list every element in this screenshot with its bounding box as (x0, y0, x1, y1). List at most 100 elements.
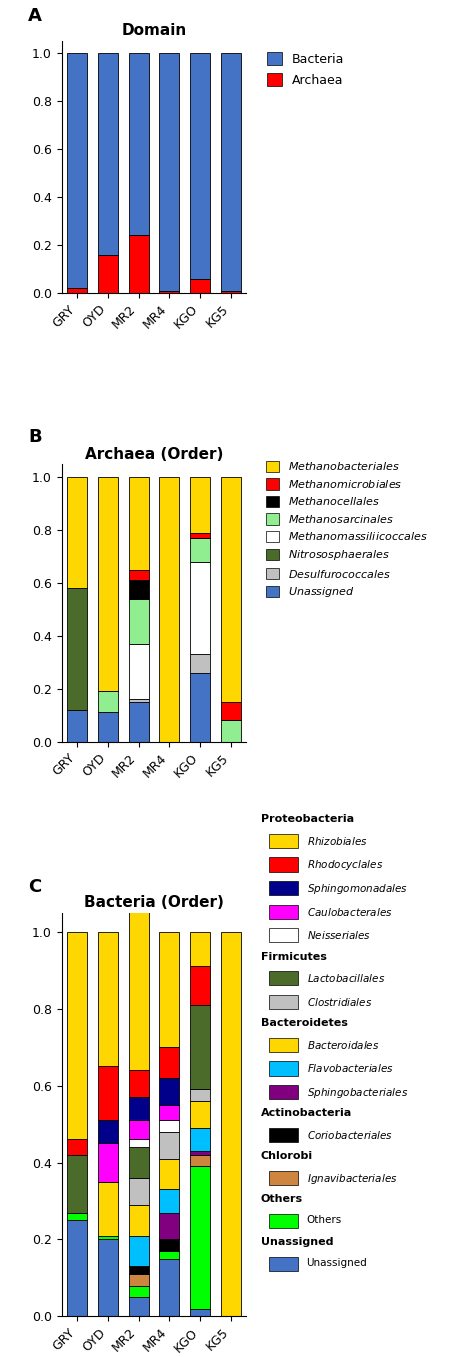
Text: Bacteroidetes: Bacteroidetes (261, 1018, 347, 1029)
Title: Archaea (Order): Archaea (Order) (85, 446, 223, 461)
Bar (159, 290, 180, 293)
Bar (128, 478, 149, 570)
Text: $\it{Caulobacterales}$: $\it{Caulobacterales}$ (307, 905, 392, 917)
Text: Others: Others (307, 1215, 342, 1225)
Text: Firmicutes: Firmicutes (261, 951, 327, 962)
Bar (128, 702, 149, 741)
Bar (221, 702, 241, 721)
Text: Others: Others (261, 1194, 303, 1205)
Bar (67, 53, 87, 288)
Bar (190, 966, 210, 1006)
Bar (190, 1167, 210, 1308)
Bar (67, 478, 87, 589)
Bar (128, 598, 149, 643)
Bar (128, 1071, 149, 1098)
Bar (159, 1132, 180, 1159)
Text: $\it{Coriobacteriales}$: $\it{Coriobacteriales}$ (307, 1129, 393, 1141)
Text: $\it{Sphingomonadales}$: $\it{Sphingomonadales}$ (307, 882, 408, 896)
Title: Domain: Domain (121, 23, 187, 38)
Bar (269, 858, 298, 871)
Bar (190, 1151, 210, 1155)
Bar (128, 1285, 149, 1297)
Bar (128, 1297, 149, 1316)
Bar (159, 1077, 180, 1105)
Bar (190, 1308, 210, 1316)
Bar (190, 654, 210, 673)
Bar (67, 1140, 87, 1155)
Bar (159, 1251, 180, 1259)
Text: Unassigned: Unassigned (307, 1258, 367, 1267)
Bar (128, 1147, 149, 1178)
Bar (159, 1105, 180, 1121)
Text: $\it{Flavobacteriales}$: $\it{Flavobacteriales}$ (307, 1063, 393, 1075)
Text: $\it{Rhodocyclales}$: $\it{Rhodocyclales}$ (307, 859, 383, 873)
Bar (67, 1220, 87, 1316)
Text: $\it{Neisseriales}$: $\it{Neisseriales}$ (307, 930, 371, 942)
Bar (98, 53, 118, 255)
Bar (159, 478, 180, 741)
Bar (269, 1038, 298, 1052)
Bar (269, 1215, 298, 1228)
Bar (221, 53, 241, 290)
Bar (159, 1159, 180, 1190)
Bar (269, 881, 298, 896)
Bar (128, 1274, 149, 1285)
Bar (269, 1128, 298, 1143)
Bar (221, 290, 241, 293)
Bar (67, 710, 87, 741)
Bar (128, 1121, 149, 1140)
Bar (128, 1266, 149, 1274)
Bar (128, 581, 149, 598)
Legend: Bacteria, Archaea: Bacteria, Archaea (262, 47, 349, 92)
Bar (269, 928, 298, 942)
Bar (190, 539, 210, 562)
Bar (98, 1239, 118, 1316)
Bar (67, 932, 87, 1140)
Text: Actinobacteria: Actinobacteria (261, 1109, 352, 1118)
Bar (98, 932, 118, 1067)
Text: $\it{Ignavibacteriales}$: $\it{Ignavibacteriales}$ (307, 1172, 397, 1186)
Bar (190, 562, 210, 654)
Bar (128, 53, 149, 235)
Bar (269, 1084, 298, 1099)
Bar (190, 1101, 210, 1128)
Text: $\it{Sphingobacteriales}$: $\it{Sphingobacteriales}$ (307, 1086, 408, 1099)
Bar (190, 932, 210, 966)
Text: A: A (28, 7, 42, 24)
Bar (159, 1259, 180, 1316)
Bar (98, 1121, 118, 1144)
Bar (98, 1144, 118, 1182)
Bar (67, 1213, 87, 1220)
Bar (159, 1190, 180, 1213)
Bar (159, 53, 180, 290)
Bar (159, 932, 180, 1048)
Bar (190, 278, 210, 293)
Bar (269, 995, 298, 1010)
Text: $\it{Rhizobiales}$: $\it{Rhizobiales}$ (307, 835, 367, 847)
Bar (190, 1128, 210, 1151)
Title: Bacteria (Order): Bacteria (Order) (84, 896, 224, 911)
Bar (128, 1140, 149, 1147)
Bar (190, 533, 210, 539)
Bar (159, 1121, 180, 1132)
Bar (190, 478, 210, 533)
Text: B: B (28, 427, 42, 446)
Bar (98, 1236, 118, 1239)
Bar (190, 1155, 210, 1167)
Text: Proteobacteria: Proteobacteria (261, 814, 354, 824)
Text: C: C (28, 878, 42, 897)
Text: $\it{Lactobacillales}$: $\it{Lactobacillales}$ (307, 972, 385, 984)
Bar (190, 673, 210, 741)
Bar (128, 893, 149, 1071)
Bar (98, 1182, 118, 1236)
Bar (67, 589, 87, 710)
Bar (128, 570, 149, 581)
Bar (221, 932, 241, 1316)
Bar (128, 1236, 149, 1266)
Bar (128, 643, 149, 699)
Bar (190, 1090, 210, 1101)
Bar (159, 1239, 180, 1251)
Bar (98, 712, 118, 741)
Bar (269, 1061, 298, 1076)
Bar (128, 1205, 149, 1236)
